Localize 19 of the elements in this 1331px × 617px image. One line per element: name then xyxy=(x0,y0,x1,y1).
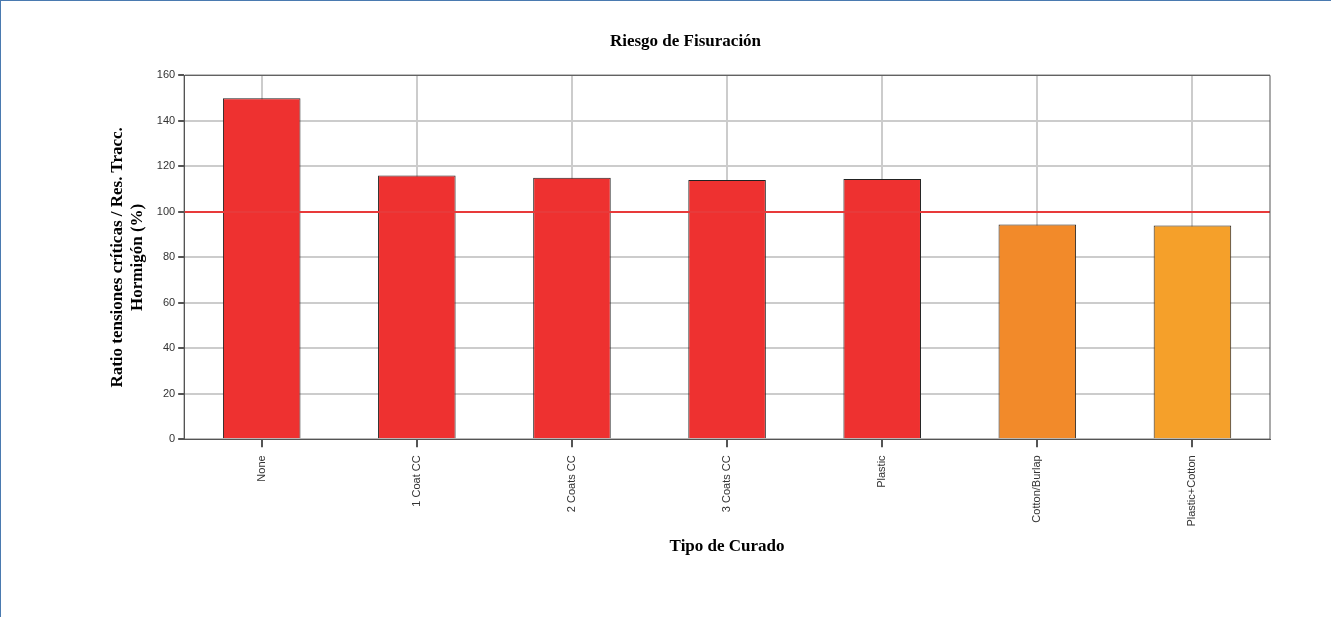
x-tick-label: Plastic xyxy=(875,454,888,488)
y-tick-label: 0 xyxy=(169,432,176,445)
y-tick-label: 100 xyxy=(156,204,176,217)
y-tick-label: 160 xyxy=(156,68,176,81)
x-tick-label: Cotton/Burlap xyxy=(1030,455,1043,523)
y-tick-label: 80 xyxy=(162,250,176,263)
y-tick-label: 60 xyxy=(162,295,176,308)
y-tick-label: 120 xyxy=(156,159,176,172)
x-tick-label: None xyxy=(254,455,267,482)
x-tick-label: 2 Coats CC xyxy=(564,455,577,513)
y-tick-label: 40 xyxy=(162,341,176,354)
y-tick-label: 20 xyxy=(162,386,176,399)
y-axis-title: Ratio tensiones críticas / Res. Tracc. Hormigón (%) xyxy=(106,127,146,388)
chart-title: Riesgo de Fisuración xyxy=(609,30,762,50)
x-tick-label: Plastic+Cotton xyxy=(1185,455,1198,527)
x-tick-label: 3 Coats CC xyxy=(720,455,733,513)
y-tick-label: 140 xyxy=(156,113,176,126)
x-tick-label: 1 Coat CC xyxy=(409,455,422,507)
x-axis-title: Tipo de Curado xyxy=(669,536,785,556)
